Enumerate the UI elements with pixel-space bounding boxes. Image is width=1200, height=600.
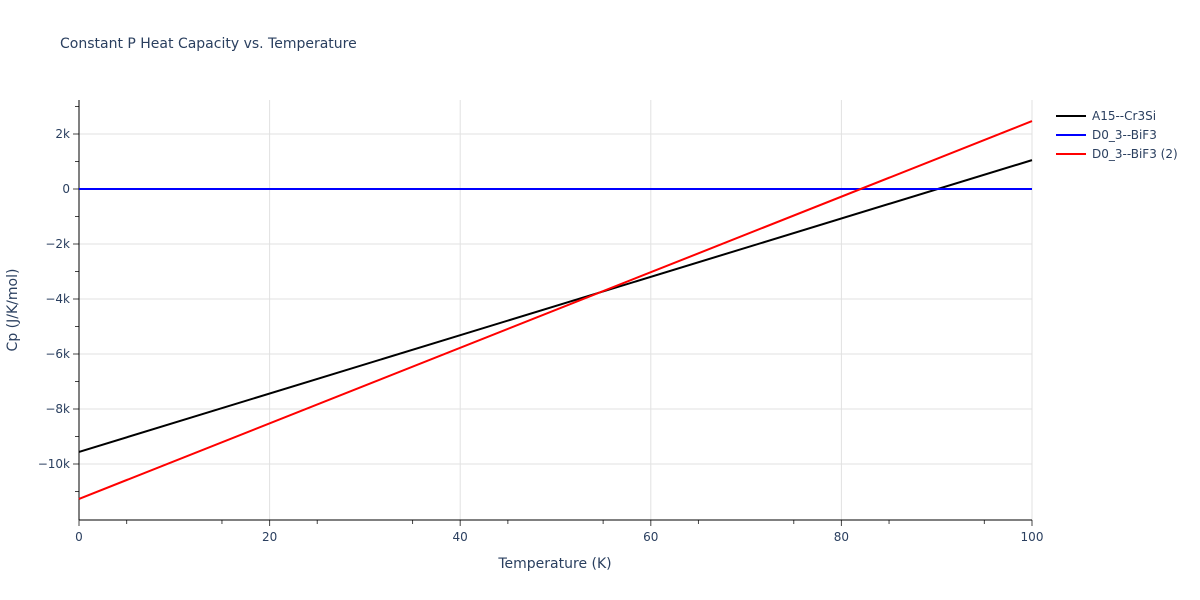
x-tick-label: 80: [834, 530, 849, 544]
legend: A15--Cr3Si D0_3--BiF3 D0_3--BiF3 (2): [1056, 106, 1178, 163]
series-lines: [78, 120, 1033, 500]
legend-item-d0-3-bif3[interactable]: D0_3--BiF3: [1056, 125, 1178, 144]
y-tick-label: 0: [62, 182, 70, 196]
legend-label: D0_3--BiF3: [1092, 127, 1157, 142]
x-tick-label: 60: [643, 530, 658, 544]
legend-item-a15-cr3si[interactable]: A15--Cr3Si: [1056, 106, 1178, 125]
legend-swatch-blue: [1056, 133, 1086, 136]
legend-swatch-red: [1056, 152, 1086, 155]
gridlines: [79, 100, 1033, 520]
y-tick-label: 2k: [55, 127, 70, 141]
legend-label: D0_3--BiF3 (2): [1092, 146, 1178, 161]
legend-item-d0-3-bif3-2[interactable]: D0_3--BiF3 (2): [1056, 144, 1178, 163]
axes: 0 20 40 60 80 100 2k 0 −2k −4k −6k −8k −10k: [38, 100, 1044, 544]
chart-title: Constant P Heat Capacity vs. Temperature: [60, 36, 357, 52]
x-tick-label: 40: [453, 530, 468, 544]
y-tick-label: −10k: [38, 457, 70, 471]
x-tick-label: 0: [75, 530, 83, 544]
x-tick-label: 100: [1021, 530, 1044, 544]
y-tick-label: −2k: [45, 237, 70, 251]
x-tick-label: 20: [262, 530, 277, 544]
y-axis-title: Cp (J/K/mol): [5, 269, 21, 352]
legend-swatch-black: [1056, 114, 1086, 117]
series-line: [78, 159, 1033, 453]
legend-label: A15--Cr3Si: [1092, 108, 1157, 123]
y-tick-label: −4k: [45, 292, 70, 306]
y-tick-label: −6k: [45, 347, 70, 361]
series-line: [78, 120, 1033, 500]
x-axis-title: Temperature (K): [497, 556, 611, 572]
y-tick-label: −8k: [45, 402, 70, 416]
